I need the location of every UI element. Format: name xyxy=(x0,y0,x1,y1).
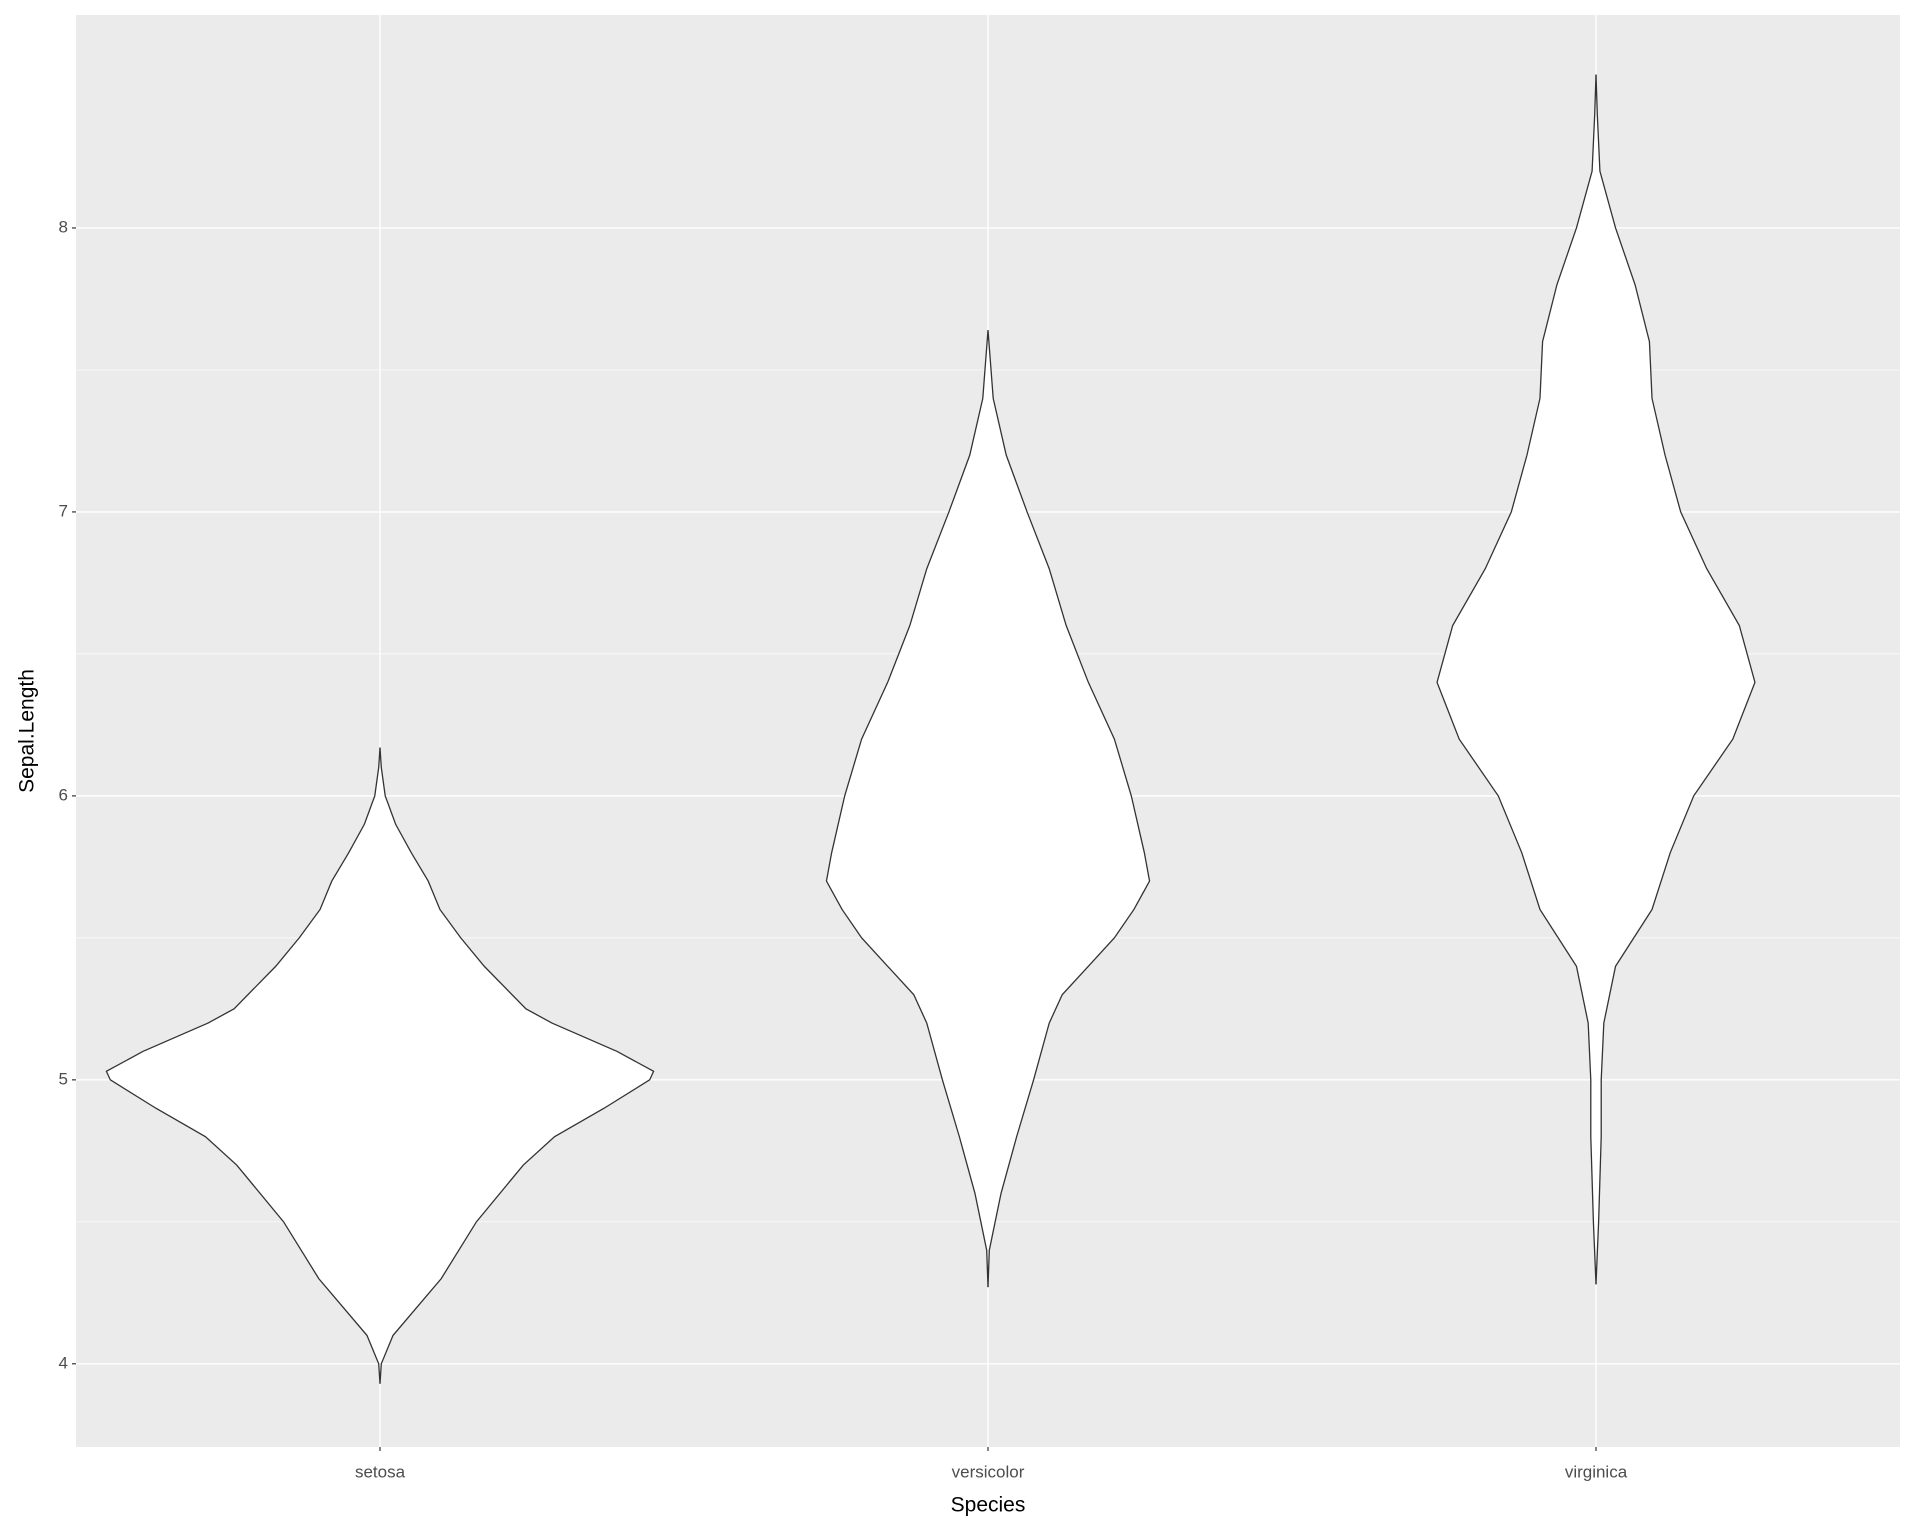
y-axis-title: Sepal.Length xyxy=(16,669,39,793)
x-axis-title: Species xyxy=(951,1494,1026,1517)
violin-left xyxy=(1436,74,1597,1285)
y-tick-label: 8 xyxy=(59,217,68,236)
y-tick-label: 4 xyxy=(59,1353,68,1372)
plot-area xyxy=(76,15,1900,1447)
violin-left xyxy=(825,330,989,1288)
x-tick-label: virginica xyxy=(1565,1462,1628,1481)
x-tick-label: versicolor xyxy=(952,1462,1025,1481)
y-tick-label: 5 xyxy=(59,1069,68,1088)
violin-right xyxy=(379,747,655,1384)
x-tick-label: setosa xyxy=(355,1462,406,1481)
violin-left xyxy=(105,747,381,1384)
y-tick-label: 6 xyxy=(59,785,68,804)
violin-right xyxy=(1595,74,1756,1285)
violin-right xyxy=(987,330,1151,1288)
y-tick-label: 7 xyxy=(59,501,68,520)
